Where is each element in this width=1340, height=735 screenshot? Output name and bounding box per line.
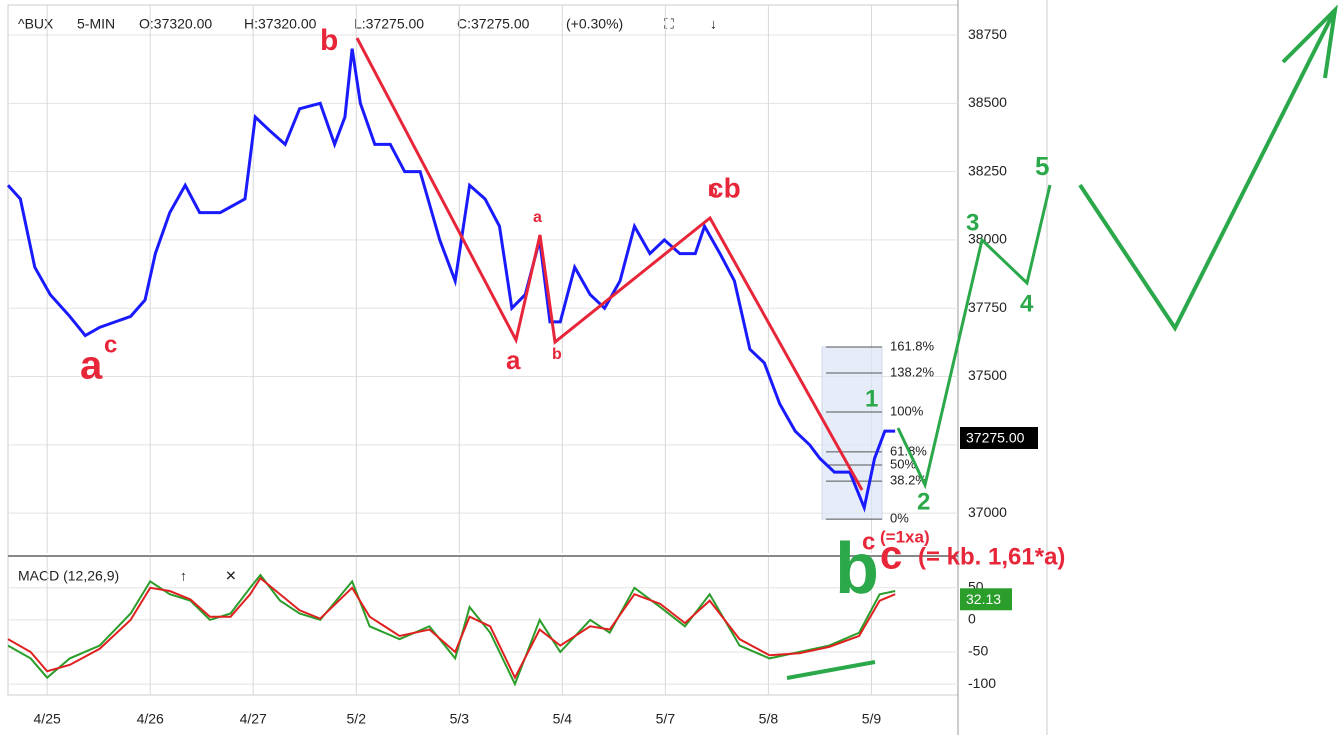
y-tick-label: 38750 xyxy=(968,26,1007,42)
wave-label: (= kb. 1,61*a) xyxy=(918,543,1065,570)
wave-label: 3 xyxy=(966,209,979,236)
fib-label: 138.2% xyxy=(890,364,935,379)
arrow-line xyxy=(1078,9,1337,332)
close-icon[interactable]: ✕ xyxy=(225,568,237,584)
y-tick-label: 37000 xyxy=(968,504,1007,520)
up-icon[interactable]: ↑ xyxy=(180,568,187,584)
price-tag xyxy=(960,588,1012,611)
x-tick-label: 5/4 xyxy=(553,711,573,727)
download-icon[interactable]: ↓ xyxy=(710,16,717,32)
x-tick-label: 5/8 xyxy=(759,711,779,727)
fullscreen-icon[interactable]: ⛶ xyxy=(664,16,674,32)
x-tick-label: 5/9 xyxy=(862,711,882,727)
wave-label: a xyxy=(506,345,521,375)
wave-label: c xyxy=(880,534,902,578)
fib-label: 50% xyxy=(890,456,916,471)
fib-box xyxy=(821,346,883,520)
price-tag xyxy=(960,426,1038,449)
symbol: ^BUX xyxy=(18,16,54,32)
wave-label: b xyxy=(835,529,879,609)
y-tick-label: 38000 xyxy=(968,231,1007,247)
wave-label: 2 xyxy=(917,488,930,515)
wave-label: 1 xyxy=(865,385,878,412)
wave-label: c xyxy=(862,528,875,555)
macd-title: MACD (12,26,9) xyxy=(18,568,119,584)
fib-label: 161.8% xyxy=(890,338,935,353)
high: H:37320.00 xyxy=(244,16,317,32)
fib-label: 100% xyxy=(890,403,924,418)
x-tick-label: 4/26 xyxy=(137,711,164,727)
price-tag-label: 37275.00 xyxy=(966,430,1025,446)
open: O:37320.00 xyxy=(139,16,212,32)
wave-label: a xyxy=(80,344,103,388)
price-tag-label: 32.13 xyxy=(966,591,1001,607)
x-tick-label: 5/3 xyxy=(450,711,470,727)
wave-label: (=1xa) xyxy=(880,527,930,546)
wave-label: 4 xyxy=(1020,290,1034,317)
series-line xyxy=(6,48,896,513)
wave-line xyxy=(355,37,864,491)
x-tick-label: 4/25 xyxy=(34,711,61,727)
series-line xyxy=(7,576,896,680)
y-tick-label: 0 xyxy=(968,611,976,627)
annotations: b a c a a b b cb 1 2 3 4 5 c (=1xa) b c … xyxy=(80,24,1065,609)
close: C:37275.00 xyxy=(457,16,530,32)
wave-label: cb xyxy=(708,172,741,203)
y-tick-label: 37750 xyxy=(968,299,1007,315)
x-tick-label: 5/7 xyxy=(656,711,676,727)
series-line xyxy=(7,573,896,687)
fib-label: 0% xyxy=(890,511,909,526)
x-tick-label: 5/2 xyxy=(347,711,367,727)
y-tick-label: 37500 xyxy=(968,367,1007,383)
fib-label: 38.2% xyxy=(890,473,927,488)
arrow-head xyxy=(1281,4,1338,79)
wave-label: b xyxy=(320,24,338,57)
wave-label: c xyxy=(104,331,117,358)
interval: 5-MIN xyxy=(77,16,115,32)
wave-label: b xyxy=(552,346,562,363)
wave-label: 5 xyxy=(1035,151,1049,181)
wave-label: a xyxy=(533,209,542,226)
low: L:37275.00 xyxy=(354,16,424,32)
wave-label: b xyxy=(708,183,718,200)
plot-frame xyxy=(7,4,959,696)
y-tick-label: 38250 xyxy=(968,162,1007,178)
y-tick-label: -100 xyxy=(968,675,996,691)
change: (+0.30%) xyxy=(566,16,623,32)
x-tick-label: 4/27 xyxy=(240,711,267,727)
wave-line xyxy=(896,184,1052,490)
divergence-line xyxy=(786,660,876,680)
header: ^BUX 5-MIN O:37320.00 H:37320.00 L:37275… xyxy=(18,16,717,32)
y-tick-label: -50 xyxy=(968,643,988,659)
y-tick-label: 38500 xyxy=(968,94,1007,110)
